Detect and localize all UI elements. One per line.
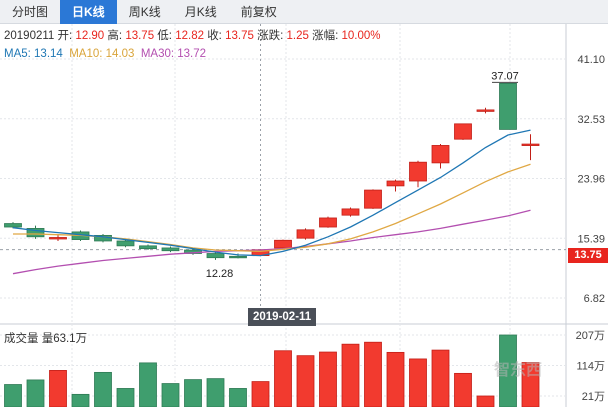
- candle-body: [319, 217, 337, 228]
- volume-tick-label: 21万: [582, 391, 605, 403]
- volume-tick-label: 207万: [576, 330, 605, 342]
- tab-timeshare[interactable]: 分时图: [12, 5, 49, 19]
- watermark-logo: 智东西: [494, 362, 543, 379]
- close-value: 13.75: [225, 30, 254, 42]
- kline-chart[interactable]: 41.10 32.53 23.96 15.39 6.82 207万 114万 21万 37.07…: [0, 24, 608, 407]
- period-tab-bar: 分时图 日K线 周K线 月K线 前复权: [0, 0, 608, 24]
- volume-bar: [274, 350, 292, 407]
- volume-bar: [386, 351, 405, 407]
- open-value: 12.90: [75, 30, 105, 42]
- last-price-badge: 13.75: [568, 248, 608, 263]
- volume-bar: [116, 388, 135, 407]
- volume-bar: [296, 355, 315, 407]
- pct-value: 10.00%: [341, 30, 381, 42]
- ma10-legend: MA10: 14.03: [69, 48, 135, 60]
- ma5-line: [12, 129, 531, 257]
- volume-bar: [319, 351, 337, 407]
- tab-weekly-kline[interactable]: 周K线: [128, 5, 161, 19]
- low-label: 低:: [157, 30, 172, 42]
- candle-body: [386, 180, 405, 187]
- ma30-line: [12, 209, 531, 275]
- volume-bar: [431, 349, 450, 407]
- candle-body: [476, 109, 495, 112]
- volume-bar: [94, 371, 112, 407]
- ma-legend: MA5: 13.14 MA10: 14.03 MA30: 13.72: [4, 48, 206, 60]
- volume-bar: [229, 388, 247, 407]
- volume-bar: [409, 358, 427, 407]
- volume-bar: [161, 383, 180, 407]
- candle-body: [409, 161, 427, 182]
- close-label: 收:: [207, 30, 222, 42]
- volume-bar: [206, 378, 225, 407]
- volume-bar: [521, 362, 540, 407]
- candle-body: [454, 123, 472, 140]
- candle-body: [521, 143, 540, 146]
- candle-body: [206, 253, 225, 259]
- pct-label: 涨幅:: [312, 30, 339, 42]
- volume-bar: [341, 343, 360, 407]
- candle-body: [296, 229, 315, 239]
- price-tick-label: 23.96: [577, 174, 605, 186]
- volume-bar: [49, 370, 67, 407]
- volume-bar: [139, 362, 157, 407]
- candle-body: [4, 223, 22, 228]
- price-tick-label: 41.10: [577, 54, 605, 66]
- candle-body: [116, 240, 135, 247]
- volume-bar: [251, 381, 270, 407]
- volume-bar: [71, 393, 90, 407]
- volume-bar: [454, 372, 472, 407]
- crosshair-date-badge: 2019-02-11: [248, 308, 317, 326]
- ma5-legend: MA5: 13.14: [4, 48, 63, 60]
- volume-title: 成交量 量63.1万: [4, 333, 88, 345]
- change-value: 1.25: [286, 30, 309, 42]
- price-tick-label: 6.82: [584, 293, 605, 305]
- low-annotation: 12.28: [206, 268, 234, 280]
- info-date: 20190211: [4, 30, 55, 42]
- candle-body: [139, 245, 157, 250]
- ma30-legend: MA30: 13.72: [140, 48, 207, 60]
- candle-body: [49, 237, 67, 240]
- candle-body: [499, 83, 517, 130]
- tab-forward-adjusted[interactable]: 前复权: [240, 5, 277, 19]
- price-tick-label: 32.53: [577, 114, 605, 126]
- volume-bar: [364, 341, 382, 407]
- candle-body: [274, 239, 292, 249]
- volume-bar: [4, 384, 22, 407]
- candle-body: [26, 228, 45, 238]
- candle-body: [161, 247, 180, 252]
- volume-bar: [499, 334, 517, 407]
- ohlc-info-line: 20190211 开: 12.90 高: 13.75 低: 12.82 收: 1…: [4, 27, 381, 43]
- high-value: 13.75: [125, 30, 155, 42]
- candle-body: [431, 145, 450, 164]
- volume-tick-label: 114万: [576, 361, 605, 373]
- candle-body: [229, 255, 247, 259]
- volume-bar: [26, 379, 45, 407]
- high-label: 高:: [107, 30, 123, 42]
- volume-bar: [476, 395, 495, 407]
- tab-monthly-kline[interactable]: 月K线: [184, 5, 217, 19]
- volume-bar: [184, 379, 202, 407]
- candle-body: [364, 189, 382, 209]
- open-label: 开:: [57, 30, 73, 42]
- candle-body: [341, 208, 360, 216]
- price-tick-label: 15.39: [577, 233, 605, 245]
- tab-daily-kline[interactable]: 日K线: [60, 0, 117, 24]
- change-label: 涨跌:: [257, 30, 284, 42]
- low-value: 12.82: [175, 30, 204, 42]
- high-annotation: 37.07: [491, 70, 519, 82]
